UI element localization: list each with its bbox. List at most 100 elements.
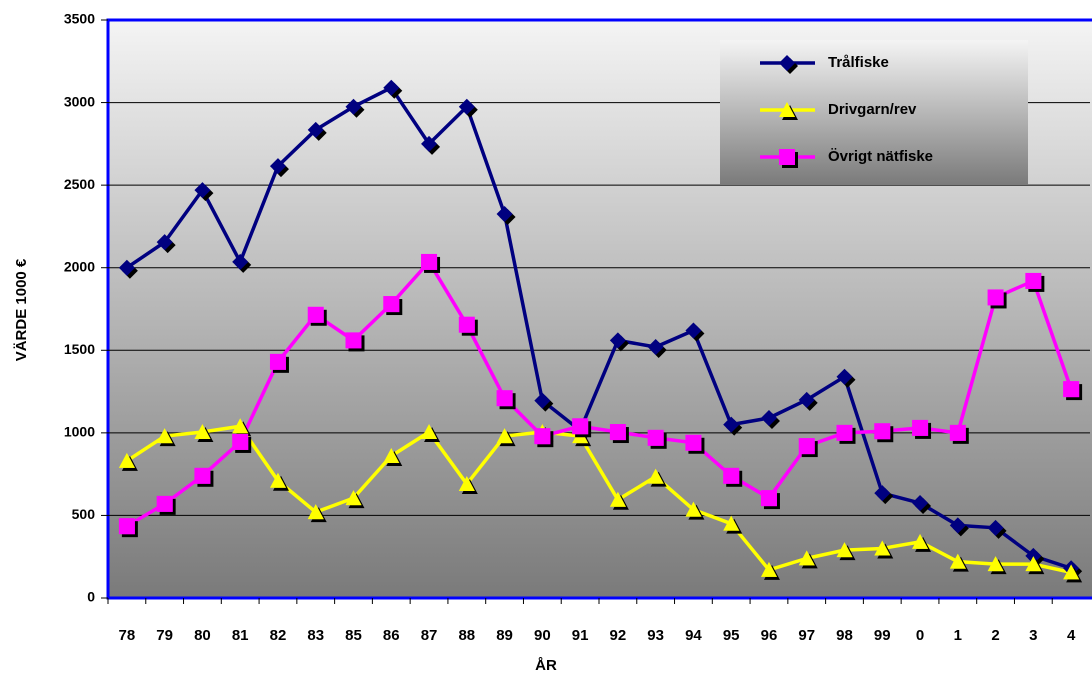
y-tick-label: 1000 (64, 424, 95, 440)
marker (458, 316, 475, 333)
marker (383, 447, 400, 463)
marker (383, 296, 400, 313)
x-tick-label: 1 (954, 627, 962, 644)
marker (572, 428, 589, 444)
x-tick-label: 81 (232, 627, 249, 644)
labels: ÅR VÄRDE 1000 € 0 500 1000 1500 2000 2500 3000… (13, 11, 1076, 674)
marker (269, 158, 286, 175)
marker (572, 418, 589, 435)
marker (345, 332, 362, 349)
marker (496, 390, 513, 407)
marker (458, 476, 475, 492)
marker (836, 542, 853, 558)
x-tick-label: 79 (156, 627, 173, 644)
marker (421, 424, 438, 440)
x-tick-label: 85 (345, 627, 362, 644)
x-tick-label: 0 (916, 627, 924, 644)
marker (987, 519, 1004, 536)
marker (1025, 556, 1042, 572)
x-tick-label: 99 (874, 627, 891, 644)
legend-label: Trålfiske (828, 54, 889, 71)
marker (609, 332, 626, 349)
marker (307, 504, 324, 520)
x-tick-label: 88 (458, 627, 475, 644)
marker (647, 429, 664, 446)
marker (156, 428, 173, 444)
x-tick-label: 94 (685, 627, 702, 644)
marker (760, 409, 777, 426)
marker (609, 424, 626, 441)
marker (779, 55, 795, 71)
y-axis-title: VÄRDE 1000 € (13, 258, 30, 361)
marker (496, 428, 513, 444)
marker (723, 416, 740, 433)
x-tick-label: 90 (534, 627, 551, 644)
y-tick-label: 0 (87, 589, 95, 605)
marker (647, 338, 664, 355)
marker (874, 485, 891, 502)
marker (383, 79, 400, 96)
marker (874, 423, 891, 440)
marker (156, 495, 173, 512)
x-tick-label: 87 (421, 627, 438, 644)
legend-label: Drivgarn/rev (828, 101, 917, 118)
marker (421, 253, 438, 270)
x-tick-label: 2 (991, 627, 999, 644)
x-tick-label: 92 (610, 627, 627, 644)
x-tick-label: 98 (836, 627, 853, 644)
marker (760, 490, 777, 507)
marker (760, 561, 777, 577)
marker (798, 550, 815, 566)
marker (269, 472, 286, 488)
x-tick-label: 4 (1067, 627, 1076, 644)
marker (232, 433, 249, 450)
marker (194, 424, 211, 440)
marker (836, 368, 853, 385)
marker (912, 533, 929, 549)
marker (194, 182, 211, 199)
x-tick-label: 78 (119, 627, 136, 644)
marker (1063, 381, 1080, 398)
marker (912, 495, 929, 512)
marker (874, 540, 891, 556)
y-tick-label: 500 (72, 506, 96, 522)
marker (1063, 564, 1080, 580)
x-tick-label: 91 (572, 627, 589, 644)
plot (118, 79, 1080, 580)
legend: Trålfiske Drivgarn/rev Övrigt nätfiske (720, 40, 1028, 185)
marker (496, 206, 513, 223)
y-tick-label: 2000 (64, 258, 95, 274)
marker (307, 121, 324, 138)
marker (685, 322, 702, 339)
x-tick-label: 95 (723, 627, 740, 644)
marker (798, 391, 815, 408)
marker (1025, 547, 1042, 564)
marker (534, 428, 551, 445)
marker (421, 135, 438, 152)
marker (307, 306, 324, 323)
x-tick-label: 83 (307, 627, 324, 644)
marker (685, 501, 702, 517)
marker (458, 98, 475, 115)
marker (118, 452, 135, 468)
x-axis-title: ÅR (535, 657, 557, 674)
marker (779, 149, 795, 165)
marker (156, 234, 173, 251)
marker (949, 517, 966, 534)
x-tick-label: 97 (798, 627, 815, 644)
marker (685, 434, 702, 451)
marker (345, 490, 362, 506)
marker (912, 419, 929, 436)
marker (836, 424, 853, 441)
marker (798, 438, 815, 455)
y-tick-label: 2500 (64, 176, 95, 192)
marker (269, 353, 286, 370)
marker (609, 491, 626, 507)
marker (345, 98, 362, 115)
x-tick-label: 86 (383, 627, 400, 644)
marker (194, 467, 211, 484)
marker (949, 553, 966, 569)
legend-label: Övrigt nätfiske (828, 148, 933, 165)
y-tick-label: 3500 (64, 11, 95, 27)
